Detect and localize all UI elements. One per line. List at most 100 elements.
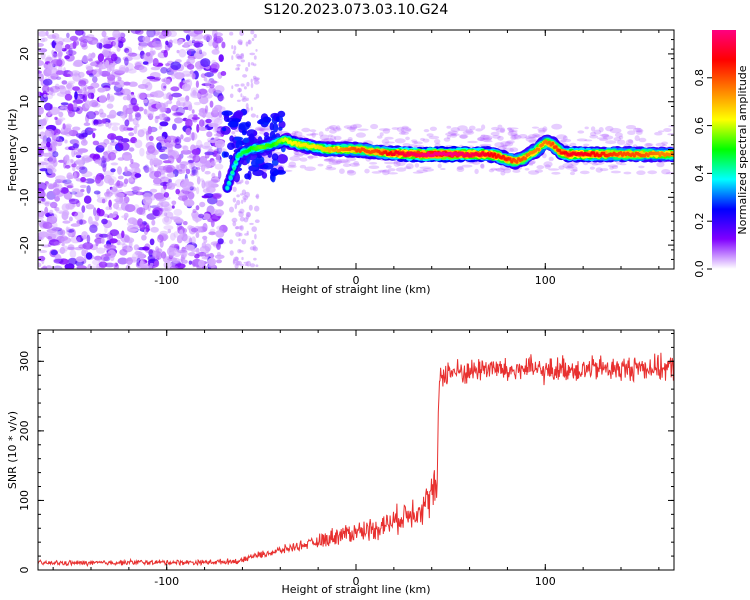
spectrogram-cell xyxy=(379,170,391,173)
spectrogram-cell xyxy=(400,127,412,133)
colorbar-tick-label: 0.6 xyxy=(693,117,706,135)
spectrogram-cell xyxy=(174,244,180,249)
spectrogram-cell xyxy=(255,126,266,131)
spectrogram-cell xyxy=(538,129,546,134)
colorbar-tick-label: 0.8 xyxy=(693,69,706,87)
spectrogram-cell xyxy=(656,161,665,168)
spectrogram-cell xyxy=(108,199,112,208)
spectrogram-cell xyxy=(115,135,124,141)
spectrogram-cell xyxy=(65,164,71,169)
spectrogram-cell xyxy=(84,249,89,254)
spectrogram-cell xyxy=(579,170,590,175)
spectrogram-cell xyxy=(180,180,191,190)
spectrogram-cell xyxy=(170,243,179,249)
spectrogram-cell xyxy=(97,209,105,217)
spectrogram-cell xyxy=(195,167,201,170)
spectrogram-cell xyxy=(122,245,133,253)
spectrogram-cell xyxy=(174,117,183,124)
spectrogram-cell xyxy=(112,211,119,217)
spectrogram-cell xyxy=(88,128,97,132)
spectrogram-cell xyxy=(101,118,106,124)
spectrogram-cell xyxy=(107,144,113,153)
spectrogram-cell xyxy=(256,114,259,119)
spectrogram-cell xyxy=(385,165,392,169)
spectrogram-cell xyxy=(271,153,279,161)
spectrogram-cell xyxy=(75,151,83,155)
spectrogram-cell xyxy=(83,122,91,126)
spectrogram-cell xyxy=(146,30,156,38)
spectrogram-cell xyxy=(249,52,256,56)
spectrogram-cell xyxy=(513,134,519,139)
spectrogram-cell xyxy=(405,136,410,141)
spectrogram-cell xyxy=(155,102,166,110)
spectrogram-cell xyxy=(329,125,338,130)
spectrogram-cell xyxy=(346,170,357,176)
spectrogram-cell xyxy=(382,169,390,176)
spectrogram-cell xyxy=(131,165,140,171)
spectrogram-cell xyxy=(599,168,609,172)
spectrogram-cell xyxy=(609,166,614,170)
spectrogram-cell xyxy=(52,265,63,269)
spectrogram-cell xyxy=(217,106,226,112)
spectrogram-cell xyxy=(150,66,161,71)
spectrogram-cell xyxy=(61,242,65,247)
spectrogram-cell xyxy=(437,163,442,169)
spectrogram-cell xyxy=(203,141,211,149)
spectrogram-cell xyxy=(109,109,117,119)
spectrogram-cell xyxy=(121,215,129,219)
spectrogram-cell xyxy=(91,220,98,225)
spectrogram-cell xyxy=(508,157,512,161)
spectrogram-cell xyxy=(54,43,63,53)
spectrogram-cell xyxy=(262,162,274,170)
spectrogram-cell xyxy=(148,102,152,111)
spectrogram-cell xyxy=(76,236,81,243)
spectrogram-cell xyxy=(95,145,105,153)
spectrogram-cell xyxy=(221,41,226,49)
spectrogram-cell xyxy=(151,40,163,48)
spectrogram-cell xyxy=(130,97,137,106)
spectrogram-cell xyxy=(61,203,70,212)
spectrogram-cell xyxy=(65,226,69,232)
spectrogram-cell xyxy=(227,121,239,128)
spectrogram-cell xyxy=(551,141,555,146)
spectrogram-cell xyxy=(214,209,225,217)
spectrogram-cell xyxy=(103,243,112,249)
spectrogram-cell xyxy=(347,169,355,174)
spectrogram-cell xyxy=(49,201,58,209)
spectrogram-cell xyxy=(508,129,514,134)
spectrogram-cell xyxy=(162,93,169,100)
spectrogram-cell xyxy=(611,165,619,169)
spectrogram-cell xyxy=(257,154,262,159)
spectrogram-cell xyxy=(169,265,179,269)
spectrogram-cell xyxy=(218,54,224,62)
spectrogram-cell xyxy=(202,222,208,232)
spectrogram-cell xyxy=(525,137,537,142)
spectrogram-cell xyxy=(180,134,184,140)
spectrogram-cell xyxy=(231,55,234,60)
spectrogram-cell xyxy=(381,138,390,145)
spectrogram-cell xyxy=(497,145,506,151)
snr-series-line xyxy=(38,352,674,567)
spectrogram-cell xyxy=(117,166,122,175)
spectrogram-cell xyxy=(142,61,149,65)
spectrogram-cell xyxy=(234,160,238,164)
spectrogram-cell xyxy=(456,165,464,170)
spectrogram-cell xyxy=(124,166,128,173)
spectrogram-cell xyxy=(206,131,213,138)
spectrogram-cell xyxy=(203,77,208,82)
spectrogram-cell xyxy=(353,161,360,166)
spectrogram-cell xyxy=(43,102,53,111)
spectrogram-cell xyxy=(500,144,508,148)
spectrogram-cell xyxy=(159,121,169,127)
spectrogram-cell xyxy=(253,33,257,39)
spectrogram-cell xyxy=(211,49,220,55)
spectrogram-cell xyxy=(48,229,59,238)
spectrogram-cell xyxy=(182,145,189,152)
spectrogram-cell xyxy=(153,177,162,185)
spectrogram-cell xyxy=(551,123,563,130)
spectrogram-cell xyxy=(243,261,249,264)
spectrogram-cell xyxy=(39,131,46,140)
spectrogram-cell xyxy=(335,159,342,165)
spectrogram-cell xyxy=(329,135,337,142)
spectrogram-cell xyxy=(69,191,78,195)
